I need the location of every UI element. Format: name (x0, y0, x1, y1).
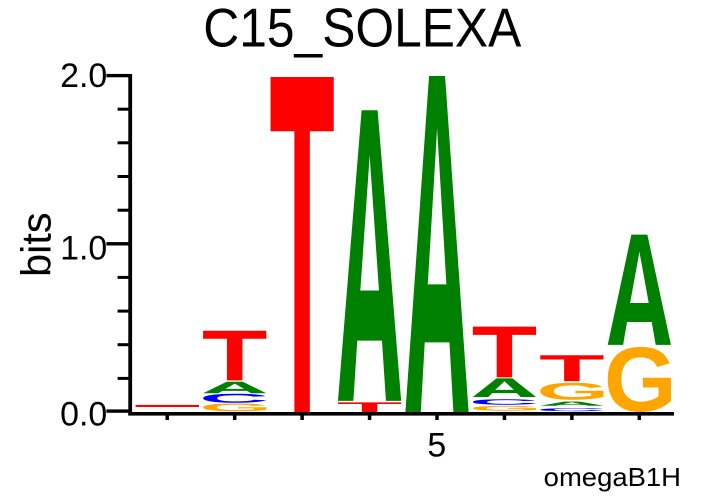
svg-text:1.0: 1.0 (60, 229, 107, 267)
svg-text:5: 5 (427, 426, 446, 464)
svg-text:2.0: 2.0 (60, 57, 107, 95)
svg-text:C15_SOLEXA: C15_SOLEXA (203, 0, 521, 59)
svg-text:0.0: 0.0 (60, 396, 107, 434)
svg-text:omegaB1H: omegaB1H (544, 464, 681, 492)
svg-text:bits: bits (13, 212, 60, 277)
